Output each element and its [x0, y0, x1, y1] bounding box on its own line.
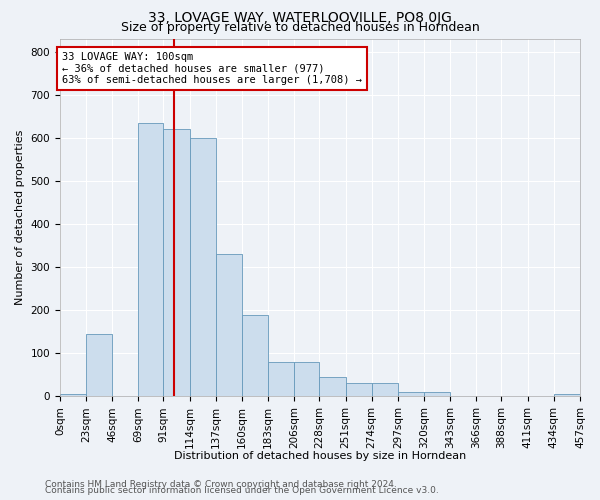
Bar: [319, 377, 346, 396]
Bar: [372, 384, 398, 396]
Bar: [163, 130, 190, 396]
X-axis label: Distribution of detached houses by size in Horndean: Distribution of detached houses by size …: [174, 451, 466, 461]
Bar: [554, 394, 580, 396]
Bar: [60, 394, 86, 396]
Bar: [398, 392, 424, 396]
Bar: [424, 392, 450, 396]
Text: Size of property relative to detached houses in Horndean: Size of property relative to detached ho…: [121, 21, 479, 34]
Text: 33 LOVAGE WAY: 100sqm
← 36% of detached houses are smaller (977)
63% of semi-det: 33 LOVAGE WAY: 100sqm ← 36% of detached …: [62, 52, 362, 85]
Y-axis label: Number of detached properties: Number of detached properties: [15, 130, 25, 306]
Bar: [268, 362, 295, 396]
Bar: [139, 123, 163, 396]
Text: Contains HM Land Registry data © Crown copyright and database right 2024.: Contains HM Land Registry data © Crown c…: [45, 480, 397, 489]
Bar: [242, 314, 268, 396]
Text: Contains public sector information licensed under the Open Government Licence v3: Contains public sector information licen…: [45, 486, 439, 495]
Bar: [86, 334, 112, 396]
Text: 33, LOVAGE WAY, WATERLOOVILLE, PO8 0JG: 33, LOVAGE WAY, WATERLOOVILLE, PO8 0JG: [148, 11, 452, 25]
Bar: [216, 254, 242, 396]
Bar: [190, 138, 216, 396]
Bar: [295, 362, 319, 396]
Bar: [346, 384, 372, 396]
